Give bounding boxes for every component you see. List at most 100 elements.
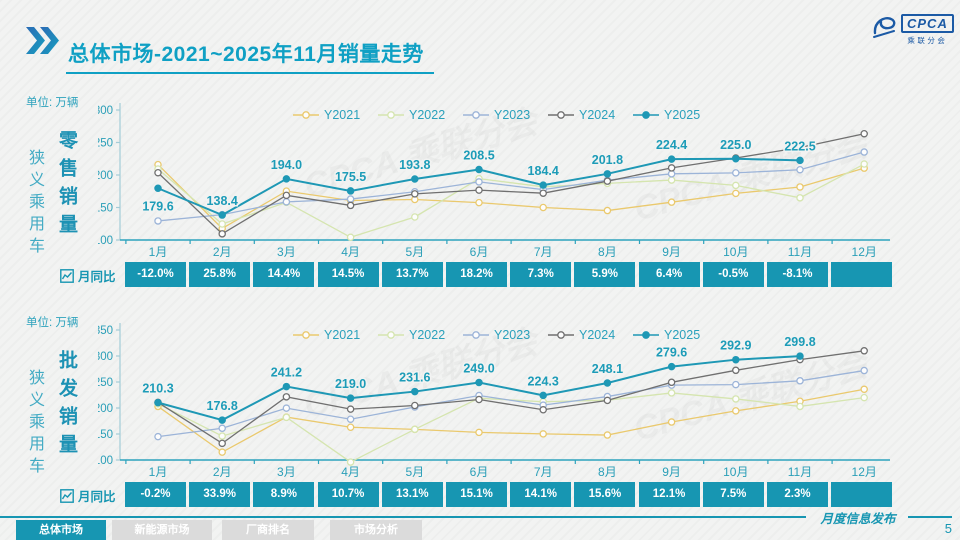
data-label-Y2025-4月: 219.0 xyxy=(335,377,366,391)
legend-item-Y2023: Y2023 xyxy=(463,108,530,122)
data-point-Y2022-5月 xyxy=(411,213,419,221)
x-tick-label: 2月 xyxy=(213,245,232,259)
data-point-Y2025-8月 xyxy=(603,170,612,178)
x-tick-label: 2月 xyxy=(213,465,232,479)
yoy-cell-12月 xyxy=(831,262,893,287)
data-point-Y2021-11月 xyxy=(796,183,804,191)
publication-label: 月度信息发布 xyxy=(820,512,896,526)
retail-yoy-row: 月同比 -12.0% 25.8% 14.4% 14.5% 13.7% 18.2% 7.3% 5… xyxy=(0,262,960,287)
legend-item-Y2024: Y2024 xyxy=(548,328,615,342)
x-tick-label: 6月 xyxy=(470,245,489,259)
data-point-Y2025-11月 xyxy=(796,156,804,165)
data-label-Y2025-6月: 249.0 xyxy=(463,362,494,376)
yoy-cell-5月: 13.1% xyxy=(381,482,443,507)
tab-market-analysis[interactable]: 市场分析 xyxy=(330,520,422,540)
data-point-Y2022-11月 xyxy=(796,402,804,411)
yoy-cell-9月: 6.4% xyxy=(638,262,700,287)
data-point-Y2022-12月 xyxy=(860,393,868,402)
data-point-Y2022-2月 xyxy=(218,220,226,228)
data-point-Y2021-4月 xyxy=(346,423,355,431)
data-point-Y2025-8月 xyxy=(603,379,612,387)
data-point-Y2024-12月 xyxy=(860,347,868,355)
data-point-Y2022-9月 xyxy=(667,389,676,397)
data-point-Y2023-10月 xyxy=(732,169,740,177)
svg-text:Y2021: Y2021 xyxy=(324,108,360,122)
yoy-cell-11月: 2.3% xyxy=(767,482,828,507)
footer-divider-left xyxy=(0,516,806,518)
data-label-Y2025-1月: 179.6 xyxy=(142,199,173,213)
x-tick-label: 11月 xyxy=(788,245,812,259)
data-point-Y2025-2月 xyxy=(218,211,226,219)
data-point-Y2024-6月 xyxy=(475,186,483,194)
tab-overall-market[interactable]: 总体市场 xyxy=(16,520,106,540)
data-point-Y2021-2月 xyxy=(218,448,226,456)
unit-label: 单位: 万辆 xyxy=(26,97,79,109)
data-label-Y2025-9月: 224.4 xyxy=(656,138,687,152)
data-point-Y2025-5月 xyxy=(411,175,419,183)
data-point-Y2021-10月 xyxy=(732,189,740,198)
data-point-Y2022-4月 xyxy=(346,458,355,466)
data-point-Y2025-9月 xyxy=(667,362,676,371)
data-label-Y2025-8月: 201.8 xyxy=(592,153,623,167)
x-tick-label: 9月 xyxy=(662,465,681,479)
data-point-Y2022-10月 xyxy=(732,181,740,190)
cpca-logo-text: CPCA xyxy=(901,14,954,33)
svg-text:Y2022: Y2022 xyxy=(409,108,445,122)
data-point-Y2022-2月 xyxy=(218,432,226,440)
x-tick-label: 1月 xyxy=(149,245,168,259)
x-tick-label: 10月 xyxy=(723,465,748,479)
yoy-cell-7月: 14.1% xyxy=(510,482,572,507)
legend-item-Y2024: Y2024 xyxy=(548,108,615,122)
data-point-Y2024-3月 xyxy=(282,393,291,401)
x-tick-label: 11月 xyxy=(788,465,812,479)
yoy-cell-9月: 12.1% xyxy=(638,482,700,507)
tab-oem-ranking[interactable]: 厂商排名 xyxy=(222,520,314,540)
data-point-Y2023-4月 xyxy=(346,195,355,203)
data-point-Y2024-1月 xyxy=(154,168,162,177)
data-point-Y2024-5月 xyxy=(411,401,419,410)
yoy-cell-1月: -12.0% xyxy=(125,262,186,287)
yoy-cell-3月: 8.9% xyxy=(253,482,315,507)
data-point-Y2021-9月 xyxy=(667,418,676,426)
data-label-Y2025-2月: 138.4 xyxy=(207,194,238,208)
yoy-row-label: 月同比 xyxy=(60,486,116,505)
yoy-cell-3月: 14.4% xyxy=(253,262,315,287)
data-point-Y2023-1月 xyxy=(154,217,162,225)
data-point-Y2023-11月 xyxy=(796,165,804,174)
yoy-cell-2月: 33.9% xyxy=(189,482,251,507)
metric-label-retail: 零售销量 xyxy=(56,130,77,242)
cpca-logo: CPCA 乘联分会 xyxy=(872,14,954,46)
svg-text:Y2024: Y2024 xyxy=(579,108,615,122)
yoy-cell-10月: 7.5% xyxy=(702,482,764,507)
y-tick-label: 100 xyxy=(98,455,113,467)
legend-item-Y2025: Y2025 xyxy=(633,328,700,342)
yoy-cell-11月: -8.1% xyxy=(767,262,828,287)
yoy-cell-2月: 25.8% xyxy=(189,262,251,287)
x-tick-label: 5月 xyxy=(405,465,424,479)
data-label-Y2025-7月: 184.4 xyxy=(528,164,559,178)
svg-text:Y2025: Y2025 xyxy=(664,328,700,342)
data-point-Y2024-2月 xyxy=(218,439,226,448)
y-tick-label: 150 xyxy=(98,203,113,215)
category-label: 狭义乘用车 xyxy=(26,149,43,259)
x-tick-label: 1月 xyxy=(149,465,168,479)
data-point-Y2024-9月 xyxy=(667,378,676,387)
data-point-Y2023-11月 xyxy=(796,377,804,385)
data-label-Y2025-1月: 210.3 xyxy=(142,382,173,396)
yoy-cell-4月: 10.7% xyxy=(317,482,379,507)
yoy-cell-10月: -0.5% xyxy=(702,262,764,287)
yoy-cell-6月: 15.1% xyxy=(446,482,507,507)
data-point-Y2023-12月 xyxy=(860,366,868,375)
x-tick-label: 12月 xyxy=(852,465,877,479)
tab-nev-market[interactable]: 新能源市场 xyxy=(112,520,212,540)
data-point-Y2025-3月 xyxy=(282,175,291,183)
legend-item-Y2021: Y2021 xyxy=(293,108,360,122)
y-tick-label: 350 xyxy=(98,325,113,337)
x-tick-label: 6月 xyxy=(470,465,489,479)
series-Y2023 xyxy=(154,366,868,441)
watermark: CPCA 乘联分会 xyxy=(630,344,876,448)
yoy-cell-8月: 15.6% xyxy=(574,482,636,507)
data-point-Y2025-3月 xyxy=(282,382,291,391)
